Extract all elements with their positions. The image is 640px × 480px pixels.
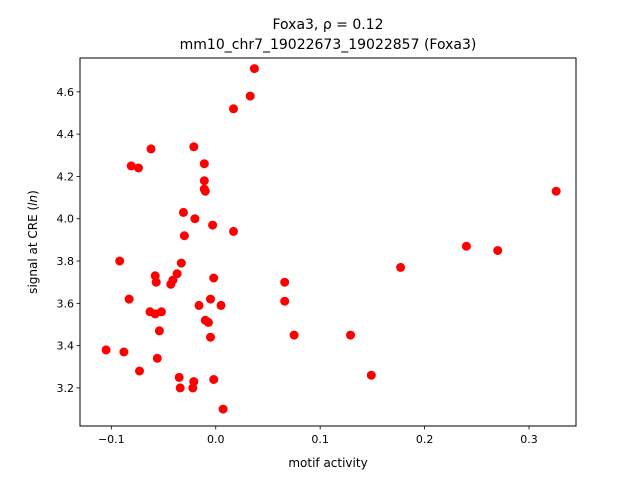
data-point-0	[249, 64, 259, 74]
y-tick-label-7: 4.6	[57, 86, 75, 99]
data-point-3	[189, 142, 199, 152]
x-tick-label-2: 0.1	[311, 433, 329, 446]
data-point-41	[289, 330, 299, 340]
data-point-21	[396, 262, 406, 272]
y-axis-ticks: 3.2 3.4 3.6 3.8 4.0 4.2 4.4 4.6	[57, 86, 80, 395]
y-axis-label: signal at CRE (ln)	[26, 190, 40, 294]
data-point-14	[208, 220, 218, 230]
data-point-8	[199, 176, 209, 186]
y-axis-label-variable: ln	[26, 195, 40, 206]
data-point-24	[209, 273, 219, 283]
data-point-27	[166, 279, 176, 289]
data-point-18	[493, 246, 503, 255]
data-point-47	[366, 370, 376, 380]
data-point-17	[461, 241, 471, 251]
x-tick-label-3: 0.2	[416, 433, 434, 446]
data-point-1	[245, 91, 255, 101]
data-point-2	[229, 104, 238, 114]
data-point-19	[115, 256, 125, 266]
data-point-33	[216, 300, 226, 310]
data-point-26	[151, 277, 161, 287]
y-axis-label-suffix: )	[26, 190, 40, 195]
data-point-39	[154, 326, 164, 336]
data-point-52	[188, 383, 198, 393]
y-tick-label-4: 4.0	[57, 213, 75, 226]
y-tick-label-0: 3.2	[57, 382, 75, 395]
data-point-7	[134, 163, 143, 173]
data-point-44	[119, 347, 129, 357]
data-point-4	[146, 144, 156, 154]
data-point-43	[101, 345, 111, 355]
x-tick-label-0: −0.1	[98, 433, 125, 446]
y-tick-label-1: 3.4	[57, 340, 75, 353]
x-axis-ticks: −0.1 0.0 0.1 0.2 0.3	[98, 426, 538, 446]
data-point-15	[229, 226, 238, 236]
data-point-10	[200, 186, 210, 196]
data-point-40	[206, 332, 215, 342]
data-point-23	[172, 269, 182, 279]
x-axis-label: motif activity	[288, 456, 367, 470]
data-point-36	[150, 309, 160, 319]
data-point-6	[126, 161, 136, 171]
data-point-11	[551, 186, 561, 196]
data-point-51	[175, 383, 185, 393]
data-point-32	[194, 300, 204, 310]
data-point-16	[179, 231, 189, 241]
y-tick-label-3: 3.8	[57, 255, 75, 268]
y-axis-label-prefix: signal at CRE (	[26, 206, 40, 294]
data-point-42	[346, 330, 355, 340]
data-point-46	[135, 366, 144, 376]
chart-title-line1: Foxa3, ρ = 0.12	[272, 17, 383, 33]
data-point-48	[174, 372, 184, 382]
data-point-29	[124, 294, 134, 304]
data-point-30	[206, 294, 215, 304]
x-tick-label-4: 0.3	[520, 433, 538, 446]
data-point-53	[218, 404, 228, 414]
x-tick-label-1: 0.0	[207, 433, 225, 446]
data-point-45	[152, 353, 162, 363]
data-point-31	[280, 296, 290, 306]
data-point-49	[209, 375, 219, 384]
y-tick-label-5: 4.2	[57, 170, 75, 183]
data-point-12	[178, 207, 188, 217]
chart-title-line2: mm10_chr7_19022673_19022857 (Foxa3)	[180, 37, 477, 53]
y-tick-label-6: 4.4	[57, 128, 75, 141]
y-tick-label-2: 3.6	[57, 297, 75, 310]
plot-area-frame	[79, 57, 577, 427]
data-point-20	[176, 258, 186, 268]
data-point-28	[280, 277, 290, 287]
data-point-5	[199, 159, 209, 169]
data-point-13	[190, 214, 200, 224]
data-point-38	[203, 317, 213, 327]
data-points	[101, 64, 561, 414]
